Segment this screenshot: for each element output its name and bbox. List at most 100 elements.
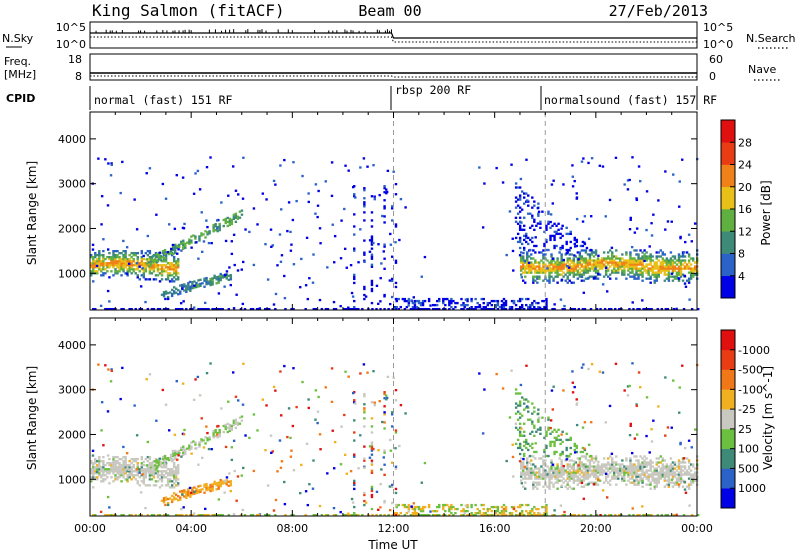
power-pixel — [663, 253, 667, 256]
power-pixel — [528, 263, 531, 266]
velocity-pixel — [185, 494, 188, 498]
velocity-pixel — [194, 441, 197, 444]
velocity-pixel — [641, 481, 644, 484]
velocity-pixel — [572, 475, 575, 478]
power-pixel — [182, 247, 185, 250]
velocity-pixel — [331, 429, 334, 432]
power-pixel — [166, 251, 170, 254]
velocity-pixel — [582, 477, 586, 480]
power-pixel — [211, 283, 214, 286]
power-pixel — [482, 307, 485, 311]
velocity-pixel — [661, 459, 665, 462]
power-pixel — [631, 259, 634, 262]
power-pixel — [394, 241, 397, 244]
power-pixel — [588, 259, 592, 262]
power-pixel — [539, 220, 542, 223]
power-pixel — [671, 275, 675, 278]
velocity-pixel — [363, 499, 366, 503]
power-pixel — [450, 299, 453, 303]
power-pixel — [187, 288, 190, 291]
power-pixel — [124, 254, 127, 257]
power-pixel — [283, 158, 286, 162]
velocity-pixel — [645, 465, 648, 468]
power-pixel — [184, 242, 187, 245]
power-pixel — [146, 278, 150, 281]
velocity-pixel — [366, 371, 369, 374]
power-pixel — [604, 261, 608, 264]
power-pixel — [565, 252, 568, 255]
power-pixel — [217, 292, 221, 295]
velocity-pixel — [617, 463, 620, 466]
velocity-pixel — [675, 465, 679, 468]
velocity-pixel — [637, 475, 640, 478]
power-pixel — [540, 267, 543, 270]
power-pixel — [307, 192, 310, 195]
power-pixel — [173, 249, 177, 253]
velocity-pixel — [353, 505, 356, 509]
power-pixel — [118, 258, 121, 261]
power-pixel — [370, 265, 374, 268]
velocity-pixel — [525, 446, 528, 450]
velocity-pixel — [448, 513, 451, 517]
velocity-pixel — [559, 454, 562, 457]
power-pixel — [561, 224, 564, 227]
velocity-pixel — [594, 469, 598, 472]
n-search-label: N.Search — [746, 32, 796, 45]
power-pixel — [586, 269, 590, 272]
velocity-pixel — [114, 464, 117, 467]
velocity-pixel — [611, 469, 614, 472]
velocity-pixel — [162, 476, 166, 479]
velocity-pixel — [608, 463, 612, 466]
velocity-pixel — [225, 479, 228, 482]
power-pixel — [232, 213, 236, 216]
power-pixel — [559, 246, 562, 250]
power-pixel — [687, 267, 691, 270]
velocity-pixel — [615, 467, 618, 470]
velocity-pixel — [193, 486, 196, 489]
velocity-pixel — [114, 460, 117, 463]
velocity-pixel — [397, 513, 400, 517]
power-pixel — [370, 225, 374, 228]
power-pixel — [568, 269, 571, 272]
colorbar-tick-label: 28 — [738, 136, 752, 149]
power-pixel — [667, 265, 671, 268]
velocity-pixel — [653, 485, 656, 488]
power-pixel — [107, 162, 110, 165]
velocity-pixel — [210, 447, 213, 451]
velocity-pixel — [542, 455, 545, 458]
velocity-pixel — [177, 468, 180, 471]
velocity-pixel — [567, 472, 571, 475]
velocity-pixel — [601, 489, 605, 492]
power-pixel — [181, 287, 184, 290]
velocity-pixel — [383, 501, 386, 504]
power-pixel — [330, 194, 334, 198]
power-pixel — [566, 277, 569, 280]
velocity-pixel — [423, 505, 427, 509]
power-pixel — [554, 265, 557, 268]
power-pixel — [647, 271, 650, 274]
power-pixel — [191, 287, 194, 290]
velocity-pixel — [177, 499, 180, 502]
power-pixel — [202, 233, 205, 236]
power-pixel — [190, 246, 193, 249]
power-pixel — [149, 264, 153, 267]
power-pixel — [174, 287, 178, 290]
velocity-pixel — [120, 513, 123, 517]
velocity-pixel — [134, 474, 137, 477]
velocity-pixel — [693, 479, 697, 482]
power-pixel — [540, 271, 543, 274]
power-pixel — [655, 265, 658, 268]
power-pixel — [476, 305, 479, 309]
velocity-pixel — [659, 471, 662, 474]
velocity-pixel — [212, 434, 215, 437]
velocity-pixel — [553, 450, 556, 454]
power-pixel — [353, 213, 356, 216]
velocity-pixel — [330, 367, 334, 370]
power-pixel — [177, 262, 180, 265]
velocity-pixel — [98, 470, 101, 473]
velocity-pixel — [592, 467, 596, 470]
velocity-pixel — [550, 473, 553, 476]
velocity-x-axis: 00:00 04:00 08:00 12:00 16:00 20:00 00:00 — [74, 318, 713, 535]
power-pixel — [613, 269, 616, 272]
velocity-pixel — [142, 482, 146, 485]
